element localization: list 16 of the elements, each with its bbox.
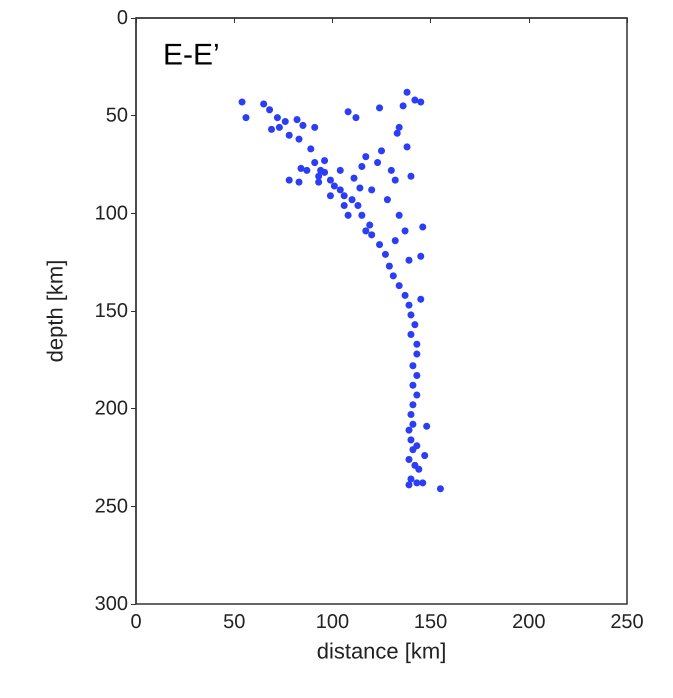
x-tick-label: 250 <box>610 611 644 633</box>
y-tick-label: 200 <box>94 398 128 420</box>
x-tick-label: 0 <box>130 611 142 633</box>
y-tick-label: 100 <box>94 202 128 224</box>
annotation: E-E’ <box>163 38 220 72</box>
y-tick-label: 300 <box>94 593 128 615</box>
y-tick-label: 250 <box>94 495 128 518</box>
x-tick-label: 200 <box>512 611 546 633</box>
y-tick-label: 50 <box>106 104 128 127</box>
y-tick-label: 0 <box>116 7 128 29</box>
x-tick-label: 150 <box>414 611 448 633</box>
y-tick-label: 150 <box>94 300 128 322</box>
x-tick-label: 100 <box>316 611 350 633</box>
x-axis-title: distance [km] <box>316 638 446 664</box>
y-axis-title: depth [km] <box>42 260 68 362</box>
x-tick-label: 50 <box>223 611 246 633</box>
